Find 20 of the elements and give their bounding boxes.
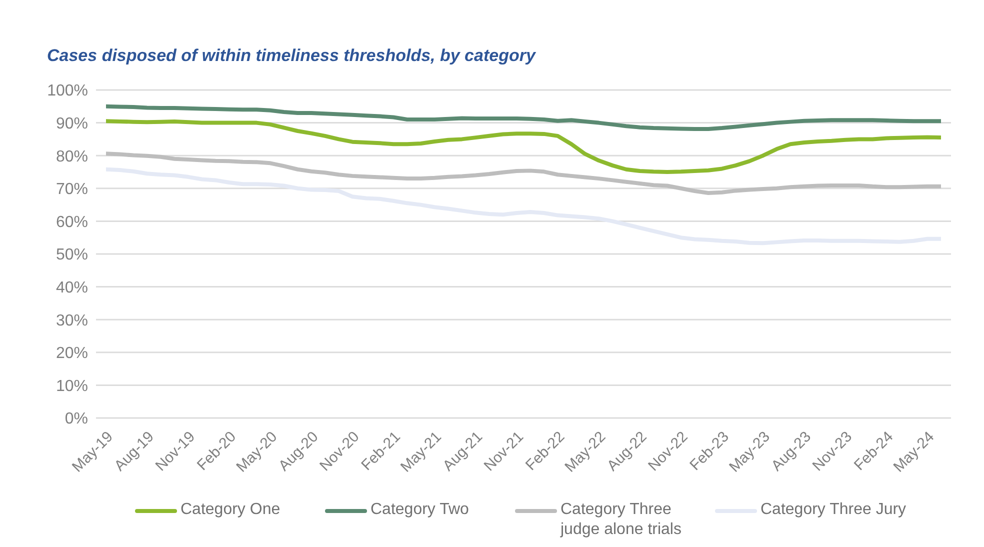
legend-label: Category Three judge alone trials [560, 500, 682, 540]
chart-title: Cases disposed of within timeliness thresholds, by category [46, 45, 537, 67]
y-tick-label: 10% [56, 378, 88, 395]
y-tick-label: 40% [56, 279, 88, 296]
y-tick-label: 30% [56, 312, 88, 330]
y-tick-label: 90% [56, 115, 88, 132]
y-tick-label: 80% [56, 148, 88, 166]
line-series [106, 152, 941, 195]
y-tick-label: 0% [64, 410, 88, 428]
y-tick-label: 50% [56, 246, 88, 264]
line-series [106, 104, 941, 132]
y-tick-label: 20% [56, 345, 88, 362]
y-tick-label: 100% [47, 82, 88, 100]
legend-label: Category Two [370, 500, 469, 520]
line-series [106, 167, 941, 246]
y-tick-label: 70% [56, 181, 88, 198]
line-series [106, 119, 941, 174]
y-tick-label: 60% [56, 214, 88, 231]
legend-label: Category Three Jury [760, 500, 906, 520]
legend-label: Category One [180, 500, 280, 520]
